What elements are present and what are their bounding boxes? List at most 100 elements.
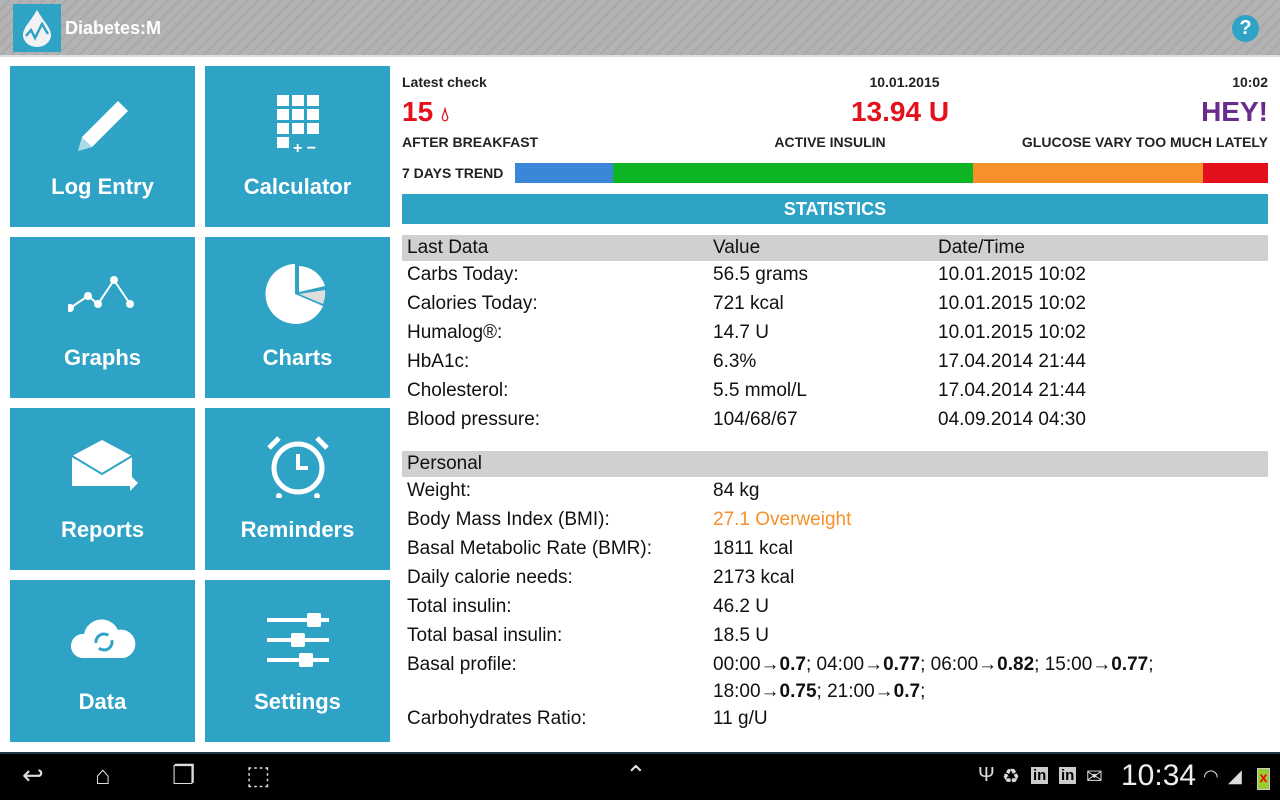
chevron-up-icon[interactable]: ⌃ [625, 760, 647, 790]
tile-reminders[interactable]: Reminders [205, 408, 390, 570]
basal-profile: 00:00→0.7; 04:00→0.77; 06:00→0.82; 15:00… [713, 654, 1154, 702]
home-icon[interactable]: ⌂ [95, 760, 111, 790]
cell: 5.5 mmol/L [713, 380, 807, 401]
cloud-sync-icon [68, 608, 138, 675]
table-row: Total basal insulin: 18.5 U [402, 622, 1268, 651]
table-header: Personal [402, 451, 1268, 477]
linkedin-icon: in [1031, 767, 1049, 784]
linkedin-icon: in [1059, 767, 1077, 784]
table-row: Humalog®: 14.7 U 10.01.2015 10:02 [402, 319, 1268, 348]
cell: 6.3% [713, 351, 757, 372]
wifi-icon: ◠ [1203, 766, 1219, 786]
tile-label: Settings [254, 688, 341, 714]
active-insulin-value: 13.94 U [850, 96, 950, 127]
column-header: Date/Time [933, 235, 1268, 261]
clock: 10:34 [1121, 759, 1197, 792]
last-data-table: Last Data Value Date/Time Carbs Today: 56.5 … [402, 235, 1268, 435]
alert-text: HEY! [1201, 96, 1268, 127]
tile-reports[interactable]: Reports [10, 408, 195, 570]
active-insulin-label: ACTIVE INSULIN [774, 134, 886, 150]
cell: 14.7 U [713, 322, 769, 343]
tile-label: Data [78, 688, 127, 714]
app-logo-icon [13, 4, 61, 52]
latest-check-label: Latest check [402, 74, 487, 90]
cell: Carbs Today: [407, 264, 519, 285]
cell: Total insulin: [407, 596, 512, 617]
cell: Weight: [407, 480, 472, 501]
cell: 10.01.2015 10:02 [938, 264, 1086, 285]
cell: Total basal insulin: [407, 625, 563, 646]
table-row: Carbs Today: 56.5 grams 10.01.2015 10:02 [402, 261, 1268, 290]
envelope-icon [68, 436, 138, 503]
tile-settings[interactable]: Settings [205, 580, 390, 742]
table-row: Body Mass Index (BMI): 27.1 Overweight [402, 506, 1268, 535]
cell: Cholesterol: [407, 380, 509, 401]
android-nav-bar: ↩ ⌂ ❐ ⬚ ⌃ Ψ ♻ in in ✉ 10:34 ◠ ◢ x [0, 752, 1280, 800]
cell: 17.04.2014 21:44 [938, 351, 1086, 372]
trend-row: 7 DAYS TREND [402, 163, 1268, 183]
calculator-icon: + − [263, 93, 333, 160]
cell: 04.09.2014 04:30 [938, 409, 1086, 430]
cell: 17.04.2014 21:44 [938, 380, 1086, 401]
table-row: Blood pressure: 104/68/67 04.09.2014 04:30 [402, 406, 1268, 435]
latest-date: 10.01.2015 [869, 74, 940, 90]
alert-label: GLUCOSE VARY TOO MUCH LATELY [1021, 134, 1268, 150]
cell: 104/68/67 [713, 409, 798, 430]
cell: Basal Metabolic Rate (BMR): [407, 538, 652, 559]
trend-bar [515, 163, 1268, 183]
pie-chart-icon [263, 264, 333, 331]
table-row: Basal Metabolic Rate (BMR): 1811 kcal [402, 535, 1268, 564]
dashboard: Latest check 10.01.2015 10:02 15 💧︎ 13.9… [402, 66, 1268, 746]
table-row: Calories Today: 721 kcal 10.01.2015 10:02 [402, 290, 1268, 319]
help-button[interactable]: ? [1232, 15, 1259, 42]
pencil-icon [68, 93, 138, 160]
tile-charts[interactable]: Charts [205, 237, 390, 398]
back-icon[interactable]: ↩ [22, 760, 44, 790]
table-header: Last Data Value Date/Time [402, 235, 1268, 261]
svg-text:+ −: + − [293, 140, 316, 155]
personal-header: Personal [402, 451, 1268, 477]
app-title: Diabetes:M [65, 18, 162, 38]
table-row: HbA1c: 6.3% 17.04.2014 21:44 [402, 348, 1268, 377]
alarm-clock-icon [263, 435, 333, 503]
sliders-icon [263, 608, 333, 675]
tile-label: Charts [262, 345, 333, 370]
cell: 1811 kcal [713, 538, 793, 559]
trend-label: 7 DAYS TREND [402, 165, 504, 181]
glucose-label: AFTER BREAKFAST [402, 134, 539, 150]
table-row: Total insulin: 46.2 U [402, 593, 1268, 622]
cell: 27.1 Overweight [713, 509, 852, 530]
tile-label: Calculator [243, 174, 352, 199]
table-row: Cholesterol: 5.5 mmol/L 17.04.2014 21:44 [402, 377, 1268, 406]
trend-segment [972, 163, 1204, 183]
tile-label: Reminders [240, 516, 355, 542]
table-row: Daily calorie needs: 2173 kcal [402, 564, 1268, 593]
statistics-header: STATISTICS [402, 194, 1268, 224]
table-row: Basal profile: 00:00→0.7; 04:00→0.77; 06:… [402, 651, 1268, 705]
cell: Calories Today: [407, 293, 538, 314]
cell: 2173 kcal [713, 567, 795, 588]
screenshot-icon[interactable]: ⬚ [246, 760, 271, 790]
cell: 56.5 grams [713, 264, 809, 285]
tile-label: Log Entry [51, 174, 154, 199]
battery-icon: x [1257, 768, 1270, 790]
table-row: Carbohydrates Ratio: 11 g/U [402, 705, 1268, 734]
tile-graphs[interactable]: Graphs [10, 237, 195, 398]
mail-icon: ✉ [1086, 766, 1103, 788]
cell: Body Mass Index (BMI): [407, 509, 610, 530]
line-graph-icon [65, 264, 138, 331]
cell: 721 kcal [713, 293, 784, 314]
cell: 10.01.2015 10:02 [938, 293, 1086, 314]
recent-apps-icon[interactable]: ❐ [172, 760, 196, 790]
tile-label: Reports [60, 516, 145, 542]
trend-segment [515, 163, 613, 183]
tile-log-entry[interactable]: Log Entry [10, 66, 195, 227]
tile-calculator[interactable]: + − Calculator [205, 66, 390, 227]
usb-icon: Ψ [978, 764, 995, 786]
personal-table: Personal Weight: 84 kg Body Mass Index (BMI… [402, 451, 1268, 734]
trend-segment [1203, 163, 1268, 183]
cell: Blood pressure: [407, 409, 541, 430]
cell: 46.2 U [713, 596, 769, 617]
cell: Daily calorie needs: [407, 567, 573, 588]
tile-data[interactable]: Data [10, 580, 195, 742]
